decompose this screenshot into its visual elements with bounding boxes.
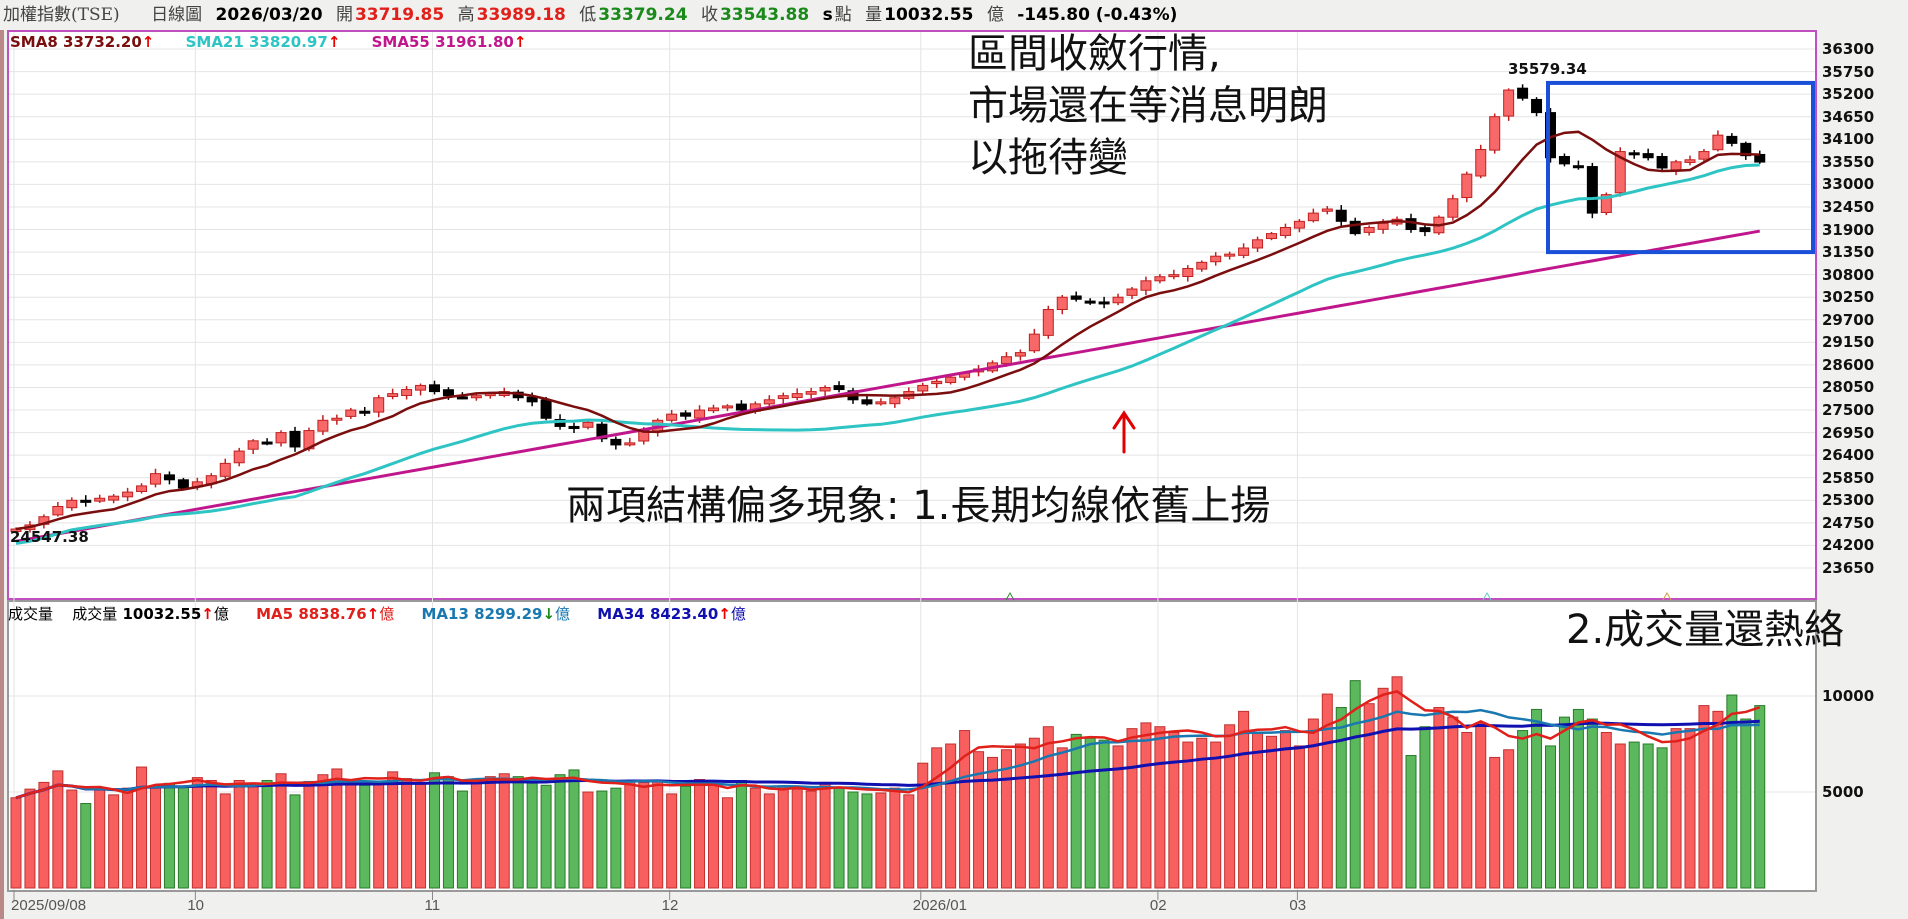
date-tick: 2025/09/08 <box>11 897 87 914</box>
down-arrow-icon: ↓ <box>542 605 556 623</box>
price-tick: 24750 <box>1822 513 1875 532</box>
sma8-legend: SMA8 33732.20↑ <box>10 33 155 51</box>
volume-value: 10032.55 <box>884 5 974 25</box>
open-label: 開 <box>335 5 353 25</box>
price-tick: 33550 <box>1822 152 1875 171</box>
price-tick: 27500 <box>1822 401 1875 420</box>
date-tick: 12 <box>661 897 679 914</box>
volume-label: 成交量 <box>72 605 118 623</box>
volume-title: 成交量 <box>8 605 54 623</box>
close-value: 33543.88 <box>719 5 810 25</box>
sma21-legend: SMA21 33820.97↑ <box>185 33 341 51</box>
up-arrow-icon: ↑ <box>141 33 155 51</box>
up-arrow-icon: ↑ <box>513 33 527 51</box>
up-arrow-icon: ↑ <box>718 605 731 623</box>
ma34-legend: MA34 8423.40↑億 <box>597 605 746 623</box>
price-tick: 23650 <box>1822 559 1875 577</box>
up-arrow-icon: ↑ <box>327 33 341 51</box>
price-tick: 25850 <box>1822 468 1875 487</box>
ma13-legend: MA13 8299.29↓億 <box>421 605 571 623</box>
price-tick: 29150 <box>1822 333 1875 352</box>
price-tick: 24200 <box>1822 536 1875 555</box>
date-tick: 10 <box>187 897 205 914</box>
unit-s: s <box>822 5 833 25</box>
price-tick: 26400 <box>1822 446 1875 465</box>
price-tick: 26950 <box>1822 423 1875 442</box>
ma5-legend: MA5 8838.76↑億 <box>256 605 395 623</box>
date-tick: 2026/01 <box>912 897 967 914</box>
high-value: 33989.18 <box>476 5 566 25</box>
annotation-volume: 2.成交量還熱絡 <box>1566 607 1845 653</box>
price-tick: 32450 <box>1822 197 1875 216</box>
min-price-label: 24547.38 <box>10 528 89 546</box>
price-tick: 29700 <box>1822 310 1875 329</box>
close-label: 收 <box>700 5 718 25</box>
unit-label: 點 <box>834 5 852 25</box>
volume-tick: 5000 <box>1822 783 1864 801</box>
annotation-middle: 兩項結構偏多現象: 1.長期均線依舊上揚 <box>566 483 1271 529</box>
price-tick: 36300 <box>1822 40 1875 58</box>
volume-value: 10032.55 <box>122 605 202 623</box>
price-tick: 35750 <box>1822 62 1875 81</box>
price-tick: 34650 <box>1822 107 1875 126</box>
instrument-name: 加權指數(TSE) <box>3 5 120 25</box>
up-arrow-icon: ↑ <box>366 605 380 623</box>
up-arrow-icon: ↑ <box>201 605 214 623</box>
price-panel[interactable] <box>7 30 1817 600</box>
price-tick: 30800 <box>1822 265 1875 284</box>
price-tick: 28600 <box>1822 355 1875 374</box>
sma55-legend: SMA55 31961.80↑ <box>371 33 527 51</box>
date-tick: 11 <box>424 897 441 914</box>
current-date: 2026/03/20 <box>215 5 323 25</box>
price-tick: 31350 <box>1822 243 1875 262</box>
date-tick: 03 <box>1289 897 1307 914</box>
change-value: -145.80 (-0.43%) <box>1017 5 1178 25</box>
chart-type[interactable]: 日線圖 <box>151 5 203 25</box>
volume-label: 量 <box>865 5 883 25</box>
header-bar: 加權指數(TSE) 日線圖 2026/03/20 開 33719.85 高 3398… <box>0 0 1908 28</box>
price-tick: 30250 <box>1822 288 1875 307</box>
price-tick: 31900 <box>1822 220 1875 239</box>
max-price-label: 35579.34 <box>1508 60 1587 78</box>
date-tick: 02 <box>1149 897 1167 914</box>
low-label: 低 <box>579 5 597 25</box>
price-tick: 25300 <box>1822 491 1875 510</box>
price-tick: 33000 <box>1822 175 1875 194</box>
left-edge-bar <box>0 30 4 919</box>
annotation-top-right: 區間收斂行情, 市場還在等消息明朗 以拖待變 <box>968 31 1328 181</box>
low-value: 33379.24 <box>598 5 688 25</box>
open-value: 33719.85 <box>354 5 445 25</box>
price-tick: 35200 <box>1822 85 1875 104</box>
volume-unit: 億 <box>986 5 1004 25</box>
price-tick: 28050 <box>1822 378 1875 397</box>
volume-legend: 成交量 成交量 10032.55↑億 MA5 8838.76↑億 MA13 82… <box>8 605 746 623</box>
price-legend: SMA8 33732.20↑ SMA21 33820.97↑ SMA55 319… <box>10 33 526 51</box>
volume-tick: 10000 <box>1822 687 1875 705</box>
high-label: 高 <box>457 5 475 25</box>
price-tick: 34100 <box>1822 130 1875 149</box>
